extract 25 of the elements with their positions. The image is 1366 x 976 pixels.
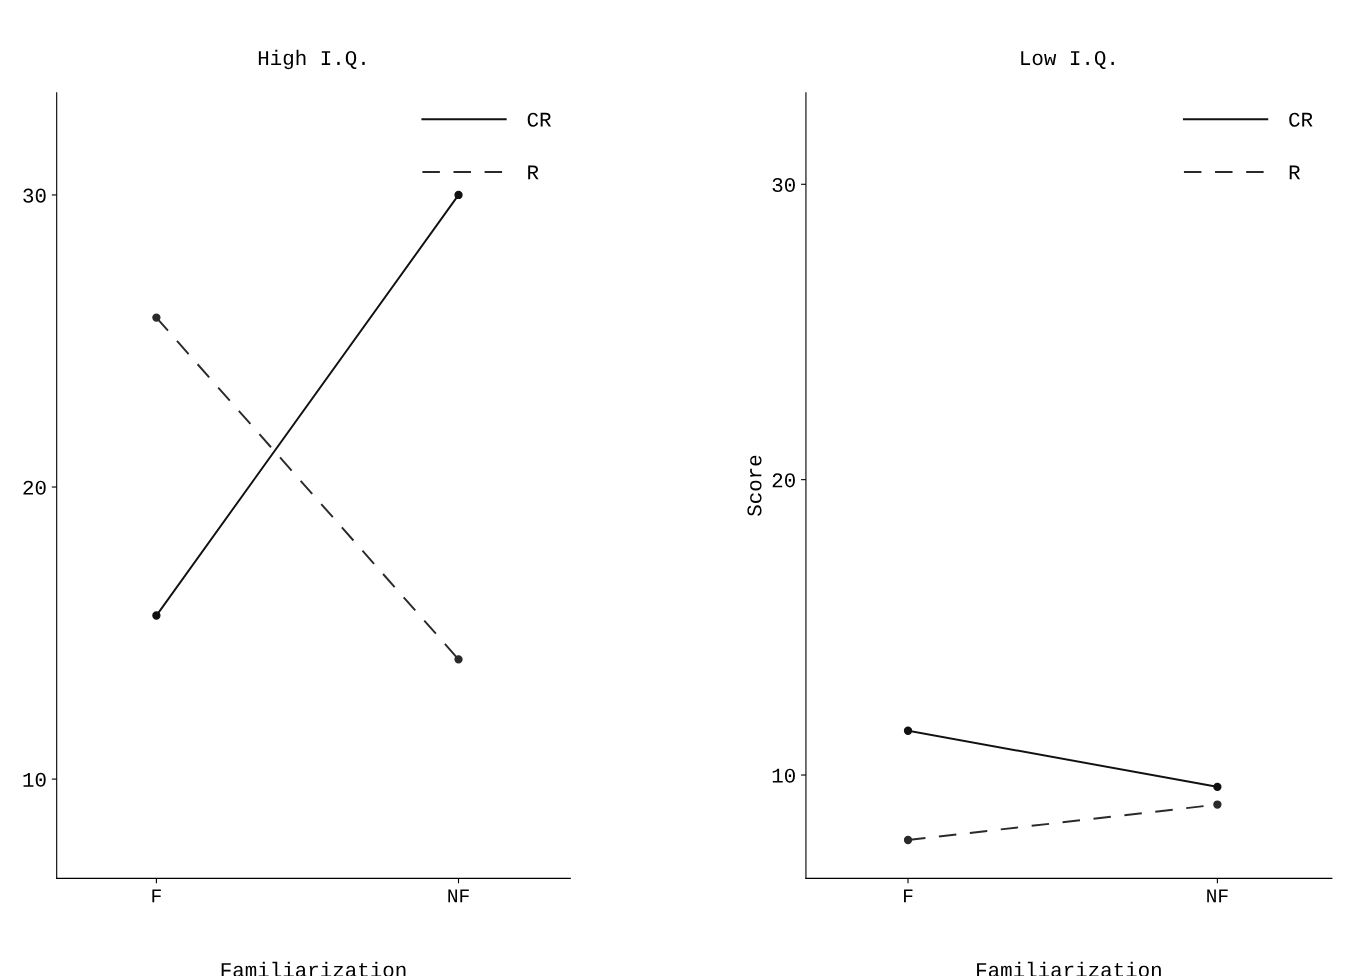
legend-label: R <box>528 165 539 180</box>
point <box>454 190 463 200</box>
chart-title: High I.Q. <box>258 49 365 70</box>
y-tick-label: 30 <box>772 177 795 193</box>
point <box>1213 800 1222 809</box>
y-tick-label: 10 <box>772 768 795 783</box>
x-tick-label: NF <box>448 889 469 903</box>
point <box>152 313 161 322</box>
point <box>903 835 913 845</box>
x-tick-label: F <box>152 889 161 903</box>
x-tick-label: NF <box>1207 889 1228 903</box>
legend-label: CR <box>1289 112 1313 127</box>
point <box>152 611 161 620</box>
chart-title: Low I.Q. <box>1021 51 1114 69</box>
y-tick-label: 20 <box>23 480 46 495</box>
x-tick-label: F <box>904 889 913 903</box>
legend-label: R <box>1289 165 1301 180</box>
point <box>903 726 913 735</box>
y-tick-label: 20 <box>772 473 795 488</box>
y-tick-label: 10 <box>23 772 46 787</box>
point <box>1213 782 1222 792</box>
y-tick-label: 30 <box>23 188 46 203</box>
point <box>454 655 463 664</box>
legend-label: CR <box>527 112 552 127</box>
y-axis-title: Score <box>747 455 762 517</box>
